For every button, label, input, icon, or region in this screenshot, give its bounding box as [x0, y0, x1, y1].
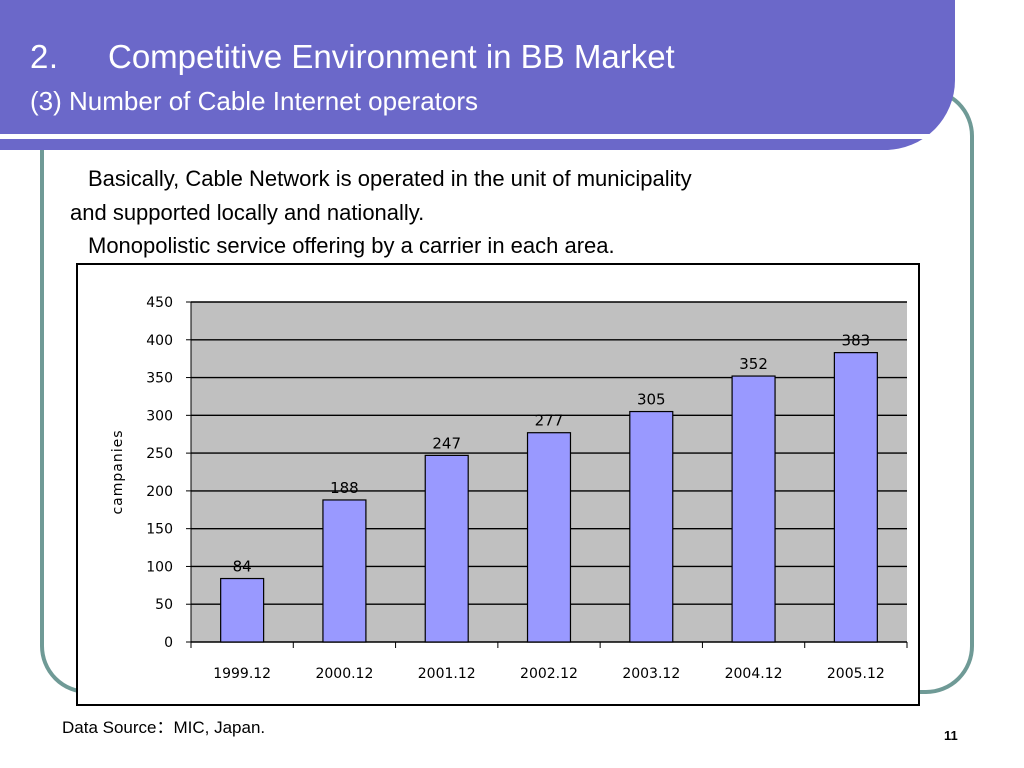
data-label: 277: [535, 412, 564, 430]
body-line-3: Monopolistic service offering by a carri…: [88, 233, 615, 258]
y-tick-label: 150: [146, 522, 173, 538]
bar: [731, 375, 776, 643]
data-label: 305: [637, 391, 666, 409]
x-tick-label: 2001.12: [418, 666, 476, 682]
x-tick-label: 2004.12: [725, 666, 783, 682]
bar: [220, 577, 265, 643]
data-label: 383: [842, 332, 871, 350]
title-banner: 2. Competitive Environment in BB Market …: [0, 0, 955, 150]
bar-chart: 0 50 100 150 200 250 300 350 400 450 84 1999.12 188 2…: [110, 295, 908, 682]
y-tick-label: 300: [146, 408, 173, 424]
y-axis-label: campanies: [110, 429, 126, 514]
bar: [833, 352, 878, 643]
data-label: 188: [330, 479, 359, 497]
x-tick-label: 1999.12: [213, 666, 271, 682]
body-line-1: Basically, Cable Network is operated in …: [88, 166, 692, 191]
y-tick-label: 250: [146, 446, 173, 462]
chart-container: 0 50 100 150 200 250 300 350 400 450 84 1999.12 188 2…: [76, 263, 920, 706]
x-tick-label: 2002.12: [520, 666, 578, 682]
bar: [322, 499, 367, 643]
page-number: 11: [944, 728, 958, 743]
y-tick-label: 400: [146, 333, 173, 349]
bar: [526, 432, 572, 643]
bar: [629, 410, 674, 643]
data-label: 247: [432, 434, 461, 452]
x-tick-label: 2005.12: [827, 666, 885, 682]
y-tick-label: 350: [146, 371, 173, 387]
slide-subtitle: (3) Number of Cable Internet operators: [30, 86, 478, 116]
y-tick-label: 450: [146, 295, 173, 311]
y-tick-label: 100: [146, 559, 173, 575]
data-label: 84: [233, 558, 252, 576]
title-number: 2.: [30, 38, 59, 75]
bar: [424, 454, 469, 643]
body-line-2: and supported locally and nationally.: [70, 200, 425, 225]
y-tick-label: 50: [155, 597, 173, 613]
x-tick-label: 2003.12: [622, 666, 680, 682]
slide-title: Competitive Environment in BB Market: [108, 38, 675, 75]
y-tick-label: 0: [164, 635, 173, 651]
y-tick-label: 200: [146, 484, 173, 500]
data-source: Data Source：MIC, Japan.: [62, 718, 266, 737]
data-label: 352: [739, 355, 768, 373]
x-tick-label: 2000.12: [315, 666, 373, 682]
banner-divider: [0, 134, 935, 139]
